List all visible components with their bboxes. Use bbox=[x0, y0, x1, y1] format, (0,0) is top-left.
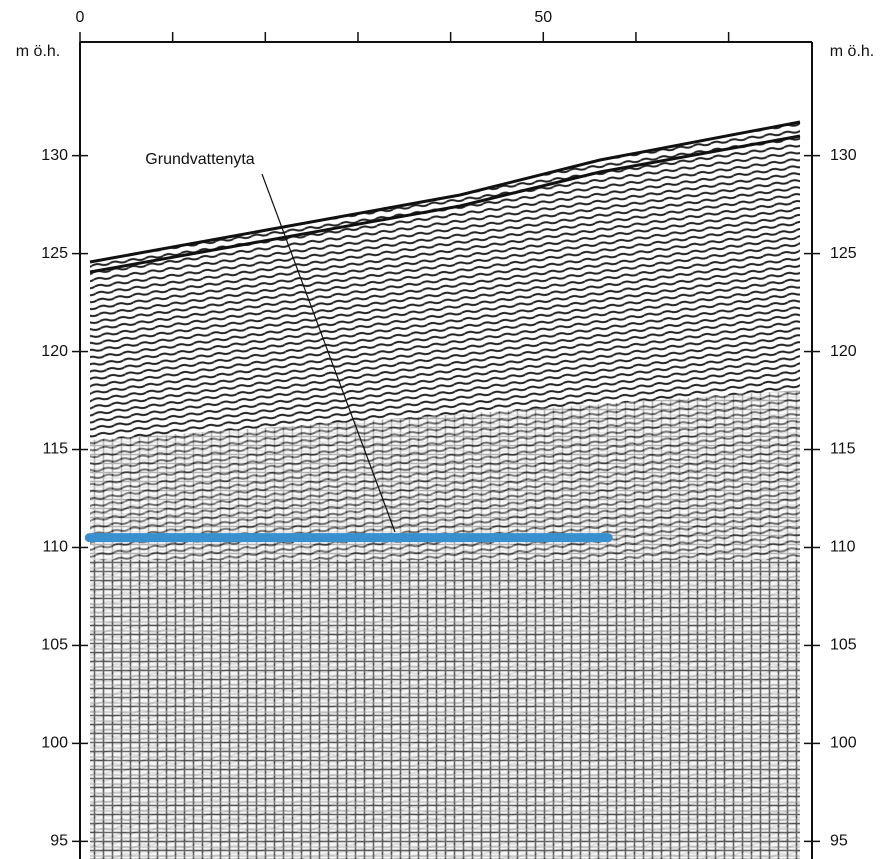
y-tick-label: 115 bbox=[830, 441, 856, 458]
y-tick-label: 120 bbox=[41, 343, 68, 360]
y-axis-label: m ö.h. bbox=[830, 43, 874, 60]
y-tick-label: 105 bbox=[41, 637, 68, 654]
y-tick-label: 125 bbox=[41, 245, 68, 262]
y-tick-label: 130 bbox=[41, 147, 68, 164]
annotation: Grundvattenyta bbox=[145, 151, 255, 168]
radar-image bbox=[89, 120, 801, 859]
y-axis-label: m ö.h. bbox=[16, 43, 60, 60]
y-tick-label: 120 bbox=[830, 343, 857, 360]
x-tick-label: 50 bbox=[534, 9, 552, 26]
y-tick-label: 110 bbox=[830, 539, 856, 556]
annotation-leader bbox=[261, 173, 396, 533]
y-tick-label: 95 bbox=[50, 833, 68, 850]
y-tick-label: 105 bbox=[830, 637, 857, 654]
y-tick-label: 110 bbox=[42, 539, 68, 556]
x-tick-label: 0 bbox=[76, 9, 85, 26]
y-tick-label: 130 bbox=[830, 147, 857, 164]
y-tick-label: 95 bbox=[830, 833, 848, 850]
y-tick-label: 115 bbox=[42, 441, 68, 458]
y-tick-label: 100 bbox=[41, 735, 68, 752]
y-tick-label: 125 bbox=[830, 245, 857, 262]
y-tick-label: 100 bbox=[830, 735, 857, 752]
